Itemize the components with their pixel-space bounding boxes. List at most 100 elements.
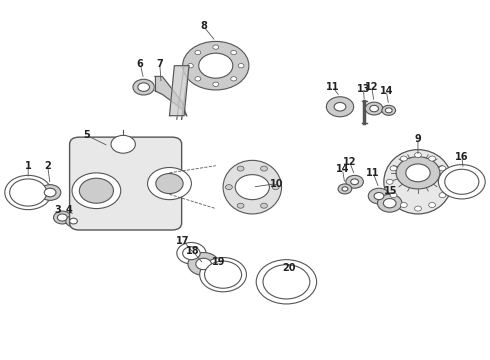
Circle shape: [368, 188, 390, 204]
Circle shape: [439, 165, 485, 199]
Text: 15: 15: [385, 186, 398, 196]
Circle shape: [439, 166, 446, 171]
Circle shape: [183, 41, 249, 90]
Circle shape: [383, 199, 396, 208]
Circle shape: [196, 258, 211, 270]
Circle shape: [370, 105, 378, 112]
Circle shape: [44, 188, 56, 197]
Text: 11: 11: [326, 82, 340, 92]
Circle shape: [261, 166, 268, 171]
Circle shape: [204, 261, 242, 288]
Circle shape: [382, 105, 395, 115]
Circle shape: [231, 50, 237, 55]
Text: 18: 18: [186, 247, 200, 256]
Circle shape: [272, 185, 279, 190]
Circle shape: [439, 193, 446, 198]
Circle shape: [188, 252, 219, 275]
Text: 4: 4: [65, 205, 72, 215]
Circle shape: [342, 187, 348, 191]
Circle shape: [133, 79, 154, 95]
Circle shape: [289, 292, 295, 297]
Circle shape: [214, 268, 232, 281]
Circle shape: [263, 265, 310, 299]
Circle shape: [199, 53, 233, 78]
Circle shape: [66, 215, 81, 227]
Text: 3: 3: [54, 205, 61, 215]
Text: 20: 20: [282, 262, 295, 273]
Circle shape: [10, 179, 47, 206]
Circle shape: [338, 184, 352, 194]
Circle shape: [385, 108, 392, 113]
Circle shape: [269, 272, 276, 277]
Circle shape: [231, 77, 237, 81]
Circle shape: [415, 206, 421, 211]
Circle shape: [18, 185, 39, 201]
Circle shape: [326, 97, 354, 117]
Circle shape: [183, 247, 200, 260]
Circle shape: [79, 178, 114, 203]
Text: 1: 1: [25, 161, 31, 171]
Circle shape: [443, 179, 450, 184]
Text: 17: 17: [176, 236, 190, 246]
Ellipse shape: [223, 160, 282, 214]
Circle shape: [269, 287, 276, 292]
Circle shape: [225, 185, 232, 190]
Text: 8: 8: [200, 21, 207, 31]
Circle shape: [386, 179, 393, 184]
Text: 16: 16: [455, 152, 468, 162]
Circle shape: [5, 175, 51, 210]
Circle shape: [177, 243, 206, 264]
Circle shape: [156, 174, 183, 194]
Circle shape: [377, 194, 402, 212]
Circle shape: [72, 173, 121, 208]
Circle shape: [195, 77, 201, 81]
Text: 5: 5: [83, 130, 90, 140]
Circle shape: [396, 157, 440, 189]
Circle shape: [261, 203, 268, 208]
Circle shape: [374, 193, 384, 200]
Circle shape: [274, 273, 298, 291]
Circle shape: [300, 279, 307, 284]
Circle shape: [200, 257, 246, 292]
Circle shape: [188, 64, 194, 68]
Circle shape: [213, 45, 219, 49]
Circle shape: [10, 179, 47, 206]
Circle shape: [57, 214, 67, 221]
Circle shape: [39, 185, 61, 201]
Circle shape: [453, 175, 470, 188]
Text: 9: 9: [415, 134, 421, 144]
Circle shape: [289, 267, 295, 272]
Circle shape: [237, 166, 244, 171]
Text: 2: 2: [44, 161, 51, 171]
Text: 12: 12: [365, 82, 378, 92]
Text: 7: 7: [156, 59, 163, 69]
Circle shape: [204, 261, 242, 288]
Circle shape: [390, 193, 397, 198]
Text: 14: 14: [380, 86, 393, 96]
Circle shape: [256, 260, 317, 304]
Circle shape: [238, 64, 244, 68]
Text: 11: 11: [367, 168, 380, 178]
Circle shape: [366, 102, 383, 115]
Circle shape: [415, 153, 421, 157]
Circle shape: [70, 218, 77, 224]
Text: 10: 10: [270, 179, 283, 189]
Circle shape: [237, 203, 244, 208]
Text: 6: 6: [137, 59, 144, 69]
Text: 14: 14: [336, 164, 349, 174]
Circle shape: [351, 179, 359, 185]
Circle shape: [406, 164, 430, 182]
Text: 13: 13: [357, 84, 370, 94]
Circle shape: [445, 169, 479, 194]
Circle shape: [213, 82, 219, 86]
Circle shape: [263, 265, 310, 299]
Text: 19: 19: [212, 257, 225, 267]
Circle shape: [429, 202, 436, 207]
Circle shape: [147, 167, 192, 200]
Circle shape: [235, 175, 270, 200]
Circle shape: [111, 135, 135, 153]
Ellipse shape: [384, 150, 452, 214]
Circle shape: [53, 211, 71, 224]
Polygon shape: [170, 66, 189, 116]
Circle shape: [195, 50, 201, 55]
